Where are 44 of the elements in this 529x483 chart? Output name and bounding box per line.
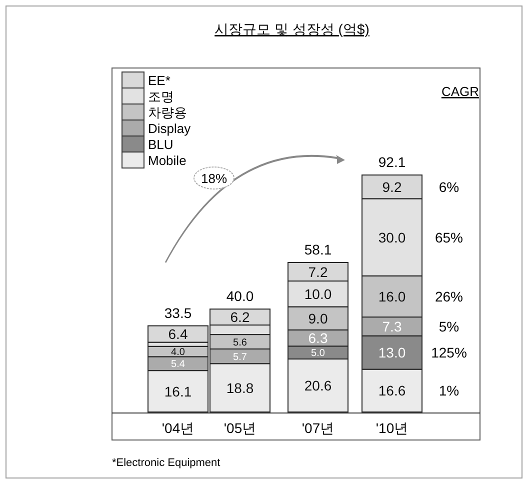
legend-label: 차량용 [148, 105, 187, 120]
total-label: 33.5 [164, 304, 192, 321]
data-label: 5.7 [233, 352, 248, 363]
data-label: 9.0 [308, 310, 328, 326]
legend-label: BLU [148, 137, 174, 152]
chart-title: 시장규모 및 성장성 (억$) [214, 21, 370, 37]
data-label: 16.1 [164, 383, 192, 400]
data-label: 9.2 [382, 178, 402, 195]
text: *Electronic Equipment [112, 457, 220, 469]
legend-label: Display [148, 121, 192, 136]
data-label: 5.4 [171, 359, 186, 370]
x-tick-label: '10년 [376, 420, 408, 436]
data-label: 13.0 [378, 344, 406, 361]
data-label: 18.8 [226, 380, 254, 396]
annotation: 6% [438, 178, 460, 195]
annotation: 26% [434, 288, 464, 304]
total-label: 40.0 [226, 288, 254, 304]
total-label: 58.1 [304, 241, 332, 258]
data-label: 6.2 [230, 309, 250, 326]
data-label: 4.0 [171, 347, 186, 358]
data-label: 30.0 [378, 229, 406, 246]
annotation: 125% [431, 344, 467, 361]
total-label: 92.1 [378, 154, 406, 170]
data-label: 7.3 [382, 318, 402, 334]
data-label: 10.0 [304, 286, 332, 302]
x-tick-label: '07년 [302, 420, 334, 436]
data-label: 5.6 [233, 337, 248, 348]
legend-label: 조명 [148, 89, 174, 104]
x-tick-label: '04년 [162, 420, 194, 436]
annotation: 1% [438, 382, 460, 399]
annotation: 18% [200, 171, 228, 186]
data-label: 5.0 [311, 348, 326, 360]
legend-label: Mobile [148, 153, 186, 168]
legend-label: EE* [148, 73, 170, 88]
x-tick-label: '05년 [224, 420, 256, 436]
data-label: 6.4 [168, 326, 188, 342]
data-label: 7.2 [308, 264, 328, 280]
text: CAGR [441, 84, 479, 99]
data-label: 16.6 [378, 382, 406, 399]
annotation: 5% [438, 318, 460, 334]
data-label: 6.3 [308, 330, 328, 346]
data-label: 20.6 [304, 378, 332, 394]
annotation: 65% [434, 229, 464, 246]
data-label: 16.0 [378, 288, 406, 304]
